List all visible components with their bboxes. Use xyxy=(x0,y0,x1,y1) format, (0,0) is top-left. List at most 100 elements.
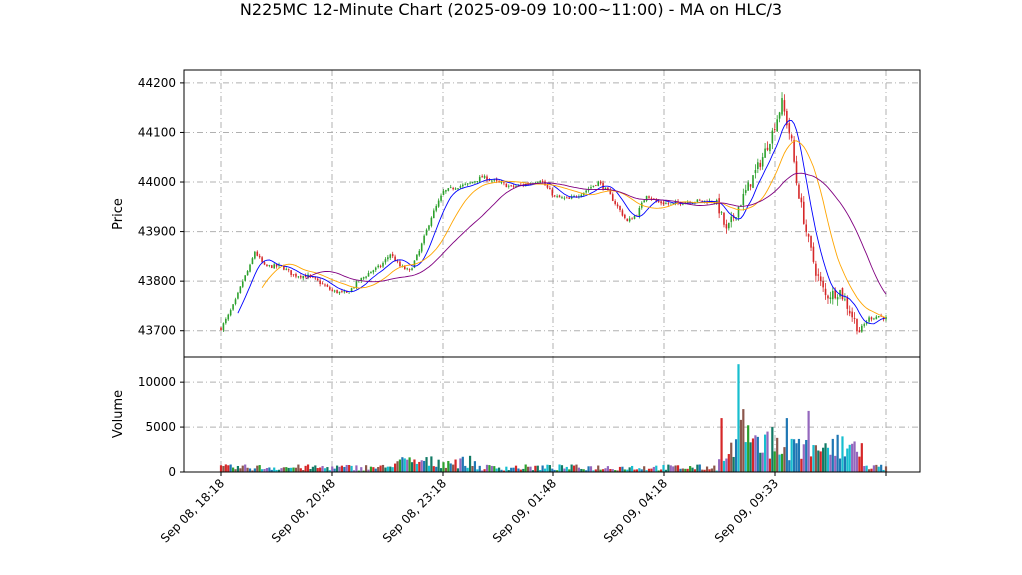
candle xyxy=(723,212,725,225)
volume-bar xyxy=(256,465,259,472)
volume-bar xyxy=(287,467,290,472)
volume-bar xyxy=(730,442,733,472)
volume-bar xyxy=(565,466,568,472)
volume-bar xyxy=(437,459,440,472)
volume-bar xyxy=(345,464,348,472)
candle xyxy=(515,186,517,187)
candle xyxy=(457,188,459,190)
x-axis: Sep 08, 18:18 Sep 08, 20:48 Sep 08, 23:18 S… xyxy=(158,472,887,545)
candle xyxy=(483,175,486,178)
volume-bar xyxy=(860,443,863,472)
volume-bar xyxy=(793,439,796,472)
volume-bar xyxy=(343,466,346,472)
price-axis: 43700 43800 43900 44000 44100 44200 xyxy=(138,76,184,338)
volume-bar xyxy=(616,470,619,472)
candle xyxy=(573,195,575,197)
candle xyxy=(839,290,841,297)
volume-bar xyxy=(558,464,561,472)
candle xyxy=(585,190,587,193)
candle xyxy=(602,182,604,189)
candle xyxy=(742,193,745,206)
candle xyxy=(227,314,230,320)
candle xyxy=(403,266,406,270)
candle xyxy=(428,225,430,230)
volume-bar xyxy=(761,452,764,472)
candle xyxy=(556,196,558,198)
candle xyxy=(769,144,771,152)
candle xyxy=(387,257,389,260)
candle xyxy=(239,286,242,294)
candle xyxy=(626,218,629,222)
volume-bar xyxy=(548,465,551,472)
candle xyxy=(283,266,285,270)
volume-bar xyxy=(604,468,607,472)
volume-bar xyxy=(783,447,786,472)
volume-bar xyxy=(744,442,747,472)
price-panel-frame xyxy=(183,69,921,358)
candle xyxy=(273,264,275,269)
candle xyxy=(771,130,774,144)
candle xyxy=(754,170,757,174)
volume-bar xyxy=(759,452,762,472)
volume-bar xyxy=(778,454,781,472)
candle xyxy=(604,187,607,190)
volume-bar xyxy=(863,466,866,472)
candle xyxy=(633,215,636,219)
volume-bar xyxy=(672,466,675,472)
volume-bar xyxy=(771,427,774,472)
volume-bar xyxy=(290,467,293,472)
volume-bar xyxy=(841,436,844,472)
candle xyxy=(321,283,324,285)
volume-bar xyxy=(357,470,360,472)
candle xyxy=(667,203,670,205)
volume-bar xyxy=(461,456,464,472)
volume-bar xyxy=(381,464,385,472)
volume-bar xyxy=(248,468,252,472)
candle xyxy=(367,273,370,277)
candle xyxy=(851,311,853,318)
volume-bar xyxy=(236,465,240,472)
volume-bar xyxy=(587,466,590,472)
candle xyxy=(350,288,353,293)
candle xyxy=(237,292,239,299)
candle xyxy=(643,200,645,203)
volume-bar xyxy=(882,469,885,472)
volume-bar xyxy=(406,459,409,472)
candle xyxy=(650,198,653,200)
candle xyxy=(773,129,776,131)
price-tick-label: 43800 xyxy=(138,274,176,288)
volume-bar xyxy=(763,434,767,472)
candle xyxy=(597,181,600,186)
volume-bar xyxy=(268,467,271,472)
volume-bar xyxy=(500,469,503,472)
x-tick-label: Sep 08, 20:48 xyxy=(269,476,338,545)
volume-bar xyxy=(495,468,498,472)
volume-bar xyxy=(527,466,530,472)
volume-bar xyxy=(838,458,842,472)
volume-bar xyxy=(611,469,614,472)
volume-bar xyxy=(817,450,820,472)
volume-bar xyxy=(865,465,868,472)
candle xyxy=(433,210,435,219)
volume-bar xyxy=(826,447,830,472)
candle xyxy=(858,330,861,333)
volume-bar xyxy=(430,456,433,472)
volume-bar xyxy=(643,466,646,472)
candle xyxy=(728,222,730,229)
candle xyxy=(408,269,411,270)
candle xyxy=(507,185,510,187)
candle xyxy=(244,275,246,281)
candle xyxy=(512,185,515,187)
candle xyxy=(423,235,425,244)
candle xyxy=(491,180,493,182)
candle xyxy=(319,280,321,285)
volume-bar xyxy=(374,468,377,472)
volume-bar xyxy=(311,466,314,472)
volume-bar xyxy=(638,468,641,472)
candle xyxy=(362,277,365,279)
candle xyxy=(442,191,445,195)
candle xyxy=(711,201,713,203)
volume-bar xyxy=(822,447,825,472)
candle xyxy=(541,180,544,183)
volume-bar xyxy=(299,468,302,472)
